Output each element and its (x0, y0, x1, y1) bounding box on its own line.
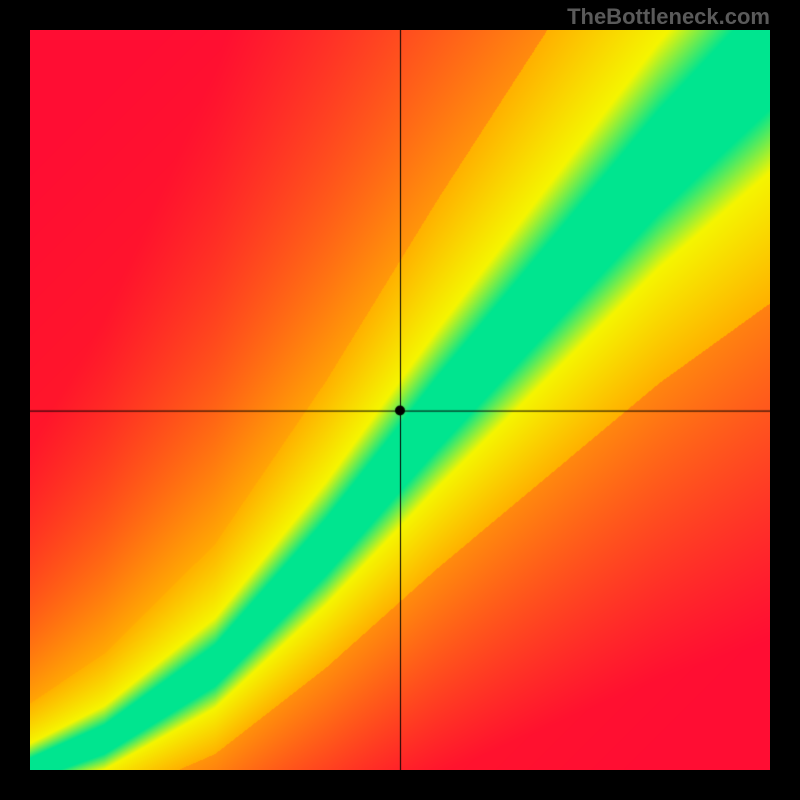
watermark-text: TheBottleneck.com (567, 4, 770, 30)
chart-container: TheBottleneck.com (0, 0, 800, 800)
bottleneck-heatmap (30, 30, 770, 770)
